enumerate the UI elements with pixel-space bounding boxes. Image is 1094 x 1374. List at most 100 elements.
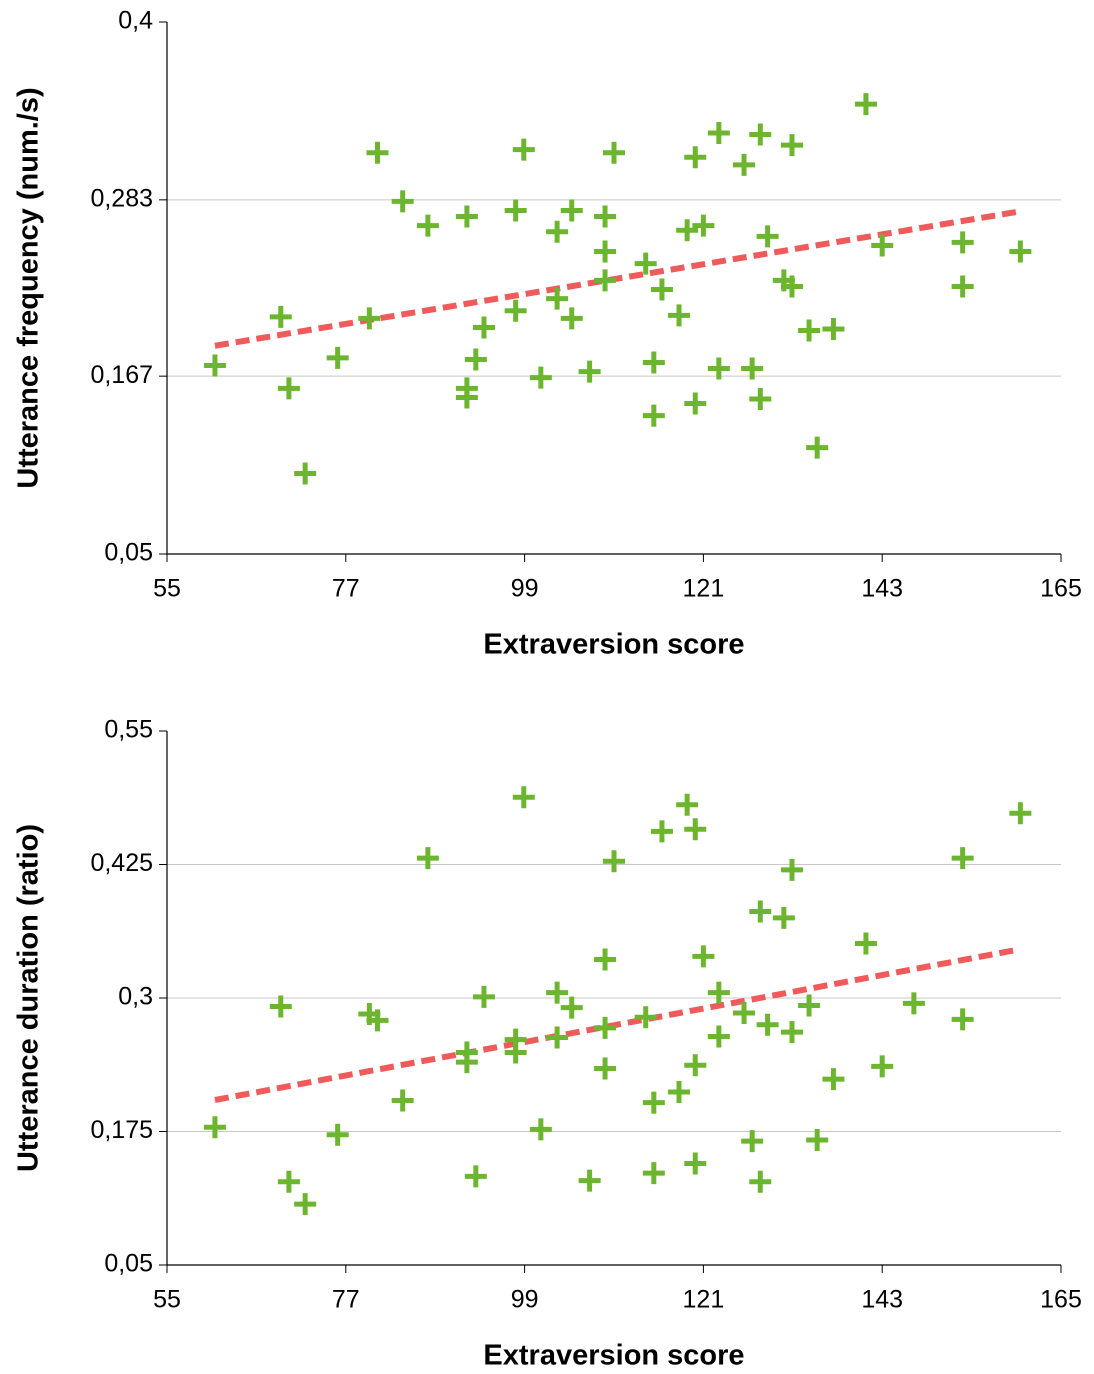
x-tick-label: 77 <box>332 1286 360 1314</box>
point <box>707 357 730 380</box>
point <box>391 190 414 213</box>
x-tick-label: 77 <box>332 575 360 603</box>
point <box>1009 802 1032 825</box>
point <box>326 1123 349 1146</box>
x-tick-label: 143 <box>861 1286 903 1314</box>
point <box>560 996 583 1019</box>
point <box>546 981 569 1004</box>
point <box>707 121 730 144</box>
point <box>455 205 478 228</box>
point <box>692 214 715 237</box>
point <box>504 199 527 222</box>
point <box>366 1009 389 1032</box>
point <box>642 1162 665 1185</box>
point <box>560 199 583 222</box>
point <box>455 1051 478 1074</box>
point <box>277 377 300 400</box>
y-tick-label: 0,425 <box>90 849 153 877</box>
point <box>676 219 699 242</box>
point <box>668 304 691 327</box>
point <box>464 348 487 371</box>
point <box>269 305 292 328</box>
x-tick-label: 55 <box>153 575 181 603</box>
point <box>780 275 803 298</box>
point <box>1009 240 1032 263</box>
point <box>642 1091 665 1114</box>
point <box>871 234 894 257</box>
point <box>756 225 779 248</box>
point <box>951 847 974 870</box>
point <box>951 275 974 298</box>
point <box>806 436 829 459</box>
point <box>594 240 617 263</box>
point <box>634 1006 657 1029</box>
point <box>854 93 877 116</box>
point <box>294 1193 317 1216</box>
y-tick-label: 0,283 <box>90 184 153 212</box>
point <box>416 847 439 870</box>
point <box>741 357 764 380</box>
x-tick-label: 121 <box>683 575 725 603</box>
point <box>772 906 795 929</box>
point <box>594 1016 617 1039</box>
point <box>871 1055 894 1078</box>
y-tick-label: 0,175 <box>90 1116 153 1144</box>
point <box>749 1170 772 1193</box>
point <box>546 287 569 310</box>
point <box>650 278 673 301</box>
point <box>668 1080 691 1103</box>
y-tick-label: 0,3 <box>118 983 153 1011</box>
point <box>594 205 617 228</box>
point <box>676 793 699 816</box>
point <box>733 153 756 176</box>
point <box>504 1041 527 1064</box>
x-tick-label: 55 <box>153 1286 181 1314</box>
y-tick-label: 0,55 <box>104 716 153 744</box>
point <box>749 387 772 410</box>
point <box>366 141 389 164</box>
point <box>546 1026 569 1049</box>
point <box>650 820 673 843</box>
point <box>504 299 527 322</box>
point <box>529 366 552 389</box>
point <box>634 252 657 275</box>
point <box>472 316 495 339</box>
point <box>684 818 707 841</box>
point <box>780 134 803 157</box>
y-tick-label: 0,4 <box>118 7 153 35</box>
point <box>951 231 974 254</box>
point <box>203 1116 226 1139</box>
point <box>684 146 707 169</box>
point <box>684 392 707 415</box>
point <box>203 354 226 377</box>
x-tick-label: 165 <box>1040 1286 1082 1314</box>
point <box>546 220 569 243</box>
point <box>578 360 601 383</box>
point <box>684 1152 707 1175</box>
point <box>733 1001 756 1024</box>
x-axis-label: Extraversion score <box>483 629 744 661</box>
point <box>642 404 665 427</box>
point <box>512 138 535 161</box>
point <box>822 1068 845 1091</box>
x-tick-label: 99 <box>511 1286 539 1314</box>
point <box>806 1129 829 1152</box>
point <box>780 1021 803 1044</box>
point <box>277 1170 300 1193</box>
point <box>358 307 381 330</box>
point <box>578 1169 601 1192</box>
point <box>594 1057 617 1080</box>
point <box>512 786 535 809</box>
trend-line <box>214 946 1017 1103</box>
point <box>749 900 772 923</box>
point <box>902 992 925 1015</box>
y-tick-label: 0,05 <box>104 1250 153 1278</box>
point <box>707 981 730 1004</box>
y-tick-label: 0,167 <box>90 361 153 389</box>
point <box>741 1130 764 1153</box>
point <box>692 945 715 968</box>
point <box>798 994 821 1017</box>
point <box>756 1013 779 1036</box>
y-axis-label: Utterance frequency (num./s) <box>13 87 45 488</box>
